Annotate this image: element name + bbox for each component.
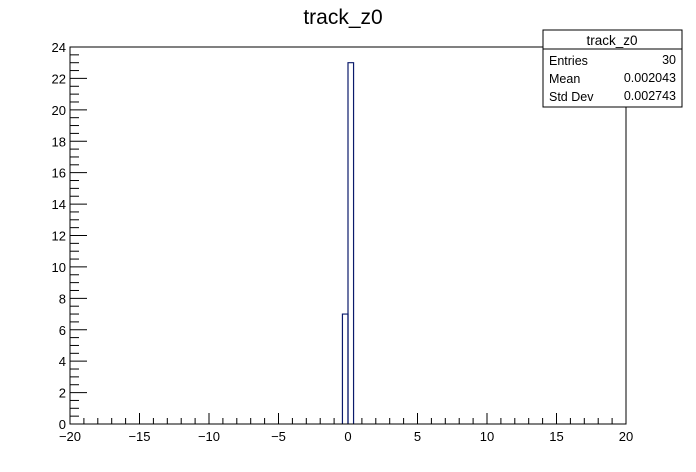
y-tick-label: 6 (59, 323, 66, 338)
stats-entries-value: 30 (662, 53, 676, 67)
y-tick-label: 0 (59, 417, 66, 432)
x-tick-label: −15 (128, 429, 150, 444)
x-tick-label: 0 (344, 429, 351, 444)
stats-stddev-label: Std Dev (549, 90, 594, 104)
stats-box: track_z0 Entries 30 Mean 0.002043 Std De… (542, 29, 683, 108)
y-tick-label: 14 (52, 197, 66, 212)
stats-box-title: track_z0 (586, 33, 637, 48)
y-tick-label: 8 (59, 291, 66, 306)
histogram-bin (347, 62, 355, 424)
y-tick-label: 18 (52, 134, 66, 149)
x-tick-label: −5 (271, 429, 286, 444)
y-tick-label: 12 (52, 229, 66, 244)
y-tick-label: 10 (52, 260, 66, 275)
stats-box-frame (542, 29, 683, 108)
y-tick-label: 20 (52, 103, 66, 118)
x-tick-label: 10 (480, 429, 494, 444)
stats-mean-label: Mean (549, 72, 580, 86)
y-tick-label: 4 (59, 354, 66, 369)
stats-entries-label: Entries (549, 54, 588, 68)
plot-frame (69, 46, 627, 425)
x-tick-label: 20 (619, 429, 633, 444)
x-tick-label: 5 (414, 429, 421, 444)
y-tick-label: 24 (52, 40, 66, 55)
stats-stddev-value: 0.002743 (624, 89, 676, 103)
x-tick-label: −10 (198, 429, 220, 444)
histogram-bars (341, 62, 355, 424)
y-tick-label: 2 (59, 386, 66, 401)
x-tick-label: −20 (59, 429, 81, 444)
x-tick-label: 15 (549, 429, 563, 444)
x-tick-labels: −20 −15 −10 −5 0 5 10 15 20 (59, 429, 633, 444)
stats-mean-value: 0.002043 (624, 71, 676, 85)
y-tick-label: 22 (52, 71, 66, 86)
chart-title: track_z0 (303, 6, 382, 29)
y-tick-label: 16 (52, 166, 66, 181)
axis-ticks (69, 46, 627, 425)
